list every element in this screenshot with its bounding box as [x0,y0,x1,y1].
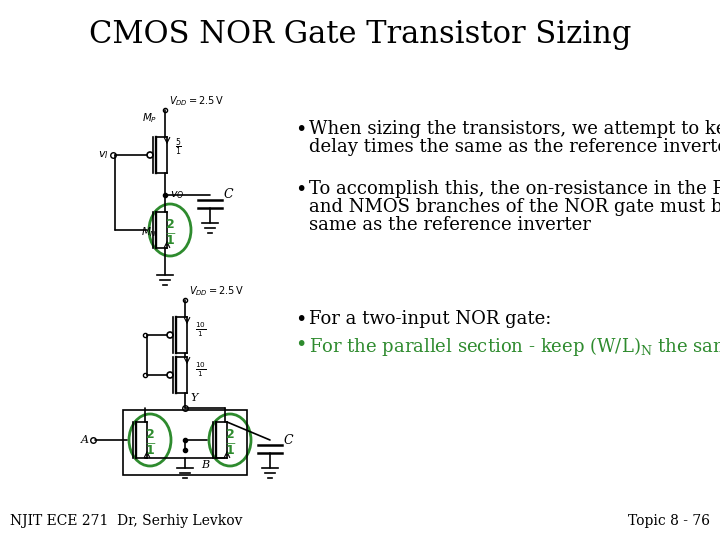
Text: $\frac{5}{1}$: $\frac{5}{1}$ [175,136,182,158]
Text: same as the reference inverter: same as the reference inverter [309,216,591,234]
Text: $M_N$: $M_N$ [141,225,157,239]
Text: $v_O$: $v_O$ [170,189,184,201]
Text: 1: 1 [145,444,154,457]
Text: •: • [295,120,307,139]
Text: For a two-input NOR gate:: For a two-input NOR gate: [309,310,552,328]
Text: and NMOS branches of the NOR gate must be the: and NMOS branches of the NOR gate must b… [309,198,720,216]
Text: $\frac{10}{1}$: $\frac{10}{1}$ [195,361,206,379]
Text: $v_I$: $v_I$ [99,149,109,161]
Text: $V_{DD} = 2.5\,\mathrm{V}$: $V_{DD} = 2.5\,\mathrm{V}$ [189,284,244,298]
Text: C: C [224,188,233,201]
Text: For the parallel section - keep (W/L)$_{\mathregular{N}}$ the same: For the parallel section - keep (W/L)$_{… [309,335,720,358]
Text: —: — [165,228,175,238]
Text: delay times the same as the reference inverter: delay times the same as the reference in… [309,138,720,156]
Text: 2: 2 [225,429,235,442]
Text: When sizing the transistors, we attempt to keep the: When sizing the transistors, we attempt … [309,120,720,138]
Text: —: — [225,438,235,448]
Text: Y: Y [190,393,197,403]
Text: 2: 2 [145,429,154,442]
Text: $V_{DD} = 2.5\,\mathrm{V}$: $V_{DD} = 2.5\,\mathrm{V}$ [169,94,224,108]
Text: 1: 1 [225,444,235,457]
Text: 2: 2 [166,219,174,232]
Text: •: • [295,310,307,329]
Text: A: A [81,435,89,445]
Text: $M_P$: $M_P$ [142,111,157,125]
Text: •: • [295,180,307,199]
Text: —: — [145,438,155,448]
Text: 1: 1 [166,234,174,247]
Text: B: B [201,460,209,470]
Text: •: • [295,335,307,354]
Text: $\frac{10}{1}$: $\frac{10}{1}$ [195,321,206,339]
Text: NJIT ECE 271  Dr, Serhiy Levkov: NJIT ECE 271 Dr, Serhiy Levkov [10,514,243,528]
Bar [123,410,247,475]
Text: C: C [284,434,294,447]
Text: Topic 8 - 76: Topic 8 - 76 [628,514,710,528]
Text: CMOS NOR Gate Transistor Sizing: CMOS NOR Gate Transistor Sizing [89,19,631,51]
Text: To accomplish this, the on-resistance in the PMOS: To accomplish this, the on-resistance in… [309,180,720,198]
